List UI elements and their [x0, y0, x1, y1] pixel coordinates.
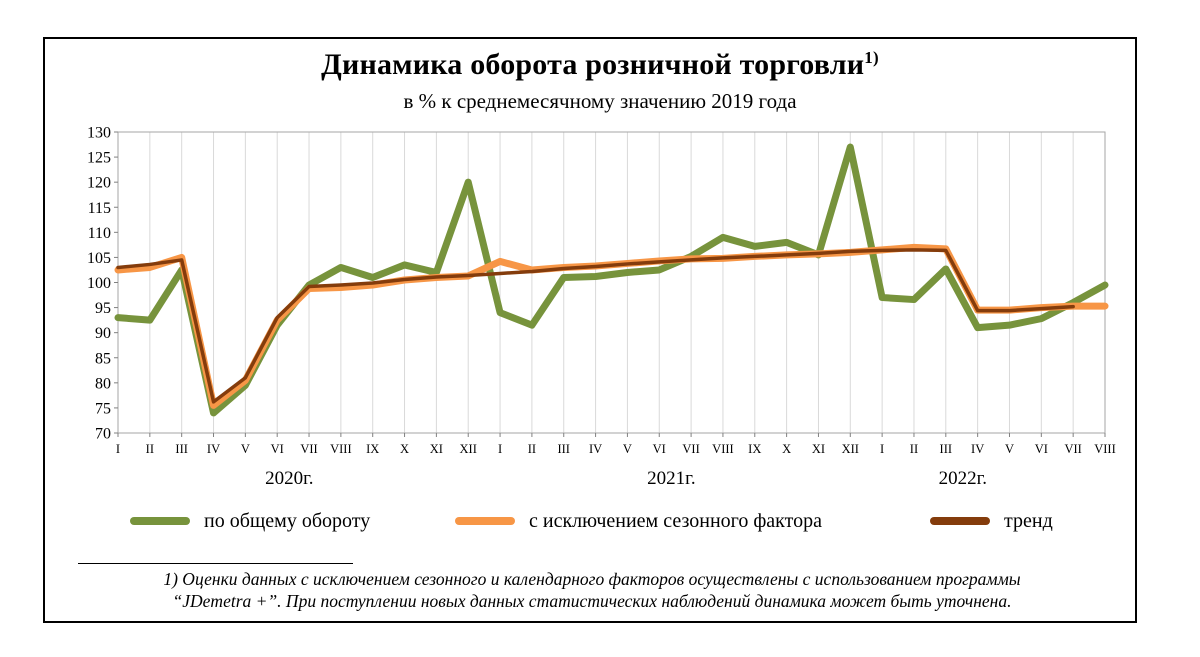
- x-tick-label: V: [241, 442, 250, 456]
- y-tick-label: 105: [87, 250, 111, 267]
- legend-item-trend: тренд: [930, 506, 1053, 536]
- y-tick-label: 100: [87, 275, 111, 292]
- x-tick-label: XI: [812, 442, 825, 456]
- chart-title: Динамика оборота розничной торговли1): [321, 48, 879, 81]
- x-tick-label: III: [940, 442, 953, 456]
- y-tick-label: 115: [88, 200, 111, 217]
- y-tick-label: 75: [95, 400, 111, 417]
- x-tick-label: VI: [653, 442, 666, 456]
- y-tick-label: 125: [87, 150, 111, 167]
- legend-label-seasonal: с исключением сезонного фактора: [529, 509, 822, 532]
- chart-frame: [43, 37, 1137, 623]
- x-tick-label: IV: [207, 442, 220, 456]
- x-tick-label: IV: [971, 442, 984, 456]
- x-tick-label: I: [116, 442, 120, 456]
- x-tick-label: X: [400, 442, 409, 456]
- x-tick-label: I: [498, 442, 502, 456]
- y-tick-label: 85: [95, 350, 111, 367]
- y-tick-label: 120: [87, 175, 111, 192]
- x-tick-label: IV: [589, 442, 602, 456]
- year-label: 2021г.: [647, 468, 696, 489]
- legend-label-total: по общему обороту: [204, 509, 371, 532]
- x-tick-label: I: [880, 442, 884, 456]
- title-footnote-mark: 1): [864, 48, 879, 67]
- x-tick-label: X: [782, 442, 791, 456]
- x-tick-label: XII: [842, 442, 859, 456]
- y-tick-label: 90: [95, 325, 111, 342]
- x-tick-label: II: [146, 442, 154, 456]
- legend-item-seasonal: с исключением сезонного фактора: [455, 506, 822, 536]
- series-line-3: [116, 248, 1075, 404]
- year-label: 2020г.: [265, 468, 314, 489]
- x-tick-label: III: [557, 442, 570, 456]
- x-tick-label: VII: [1064, 442, 1081, 456]
- legend-swatch-seasonal: [455, 517, 515, 525]
- x-tick-label: VII: [300, 442, 317, 456]
- x-tick-label: VI: [271, 442, 284, 456]
- y-tick-label: 70: [95, 426, 111, 443]
- x-tick-label: XI: [430, 442, 443, 456]
- x-tick-label: IX: [366, 442, 379, 456]
- x-tick-label: V: [623, 442, 632, 456]
- x-tick-label: VIII: [712, 442, 734, 456]
- footnote-line-1: 1) Оценки данных с исключением сезонного…: [163, 569, 1021, 589]
- x-tick-label: V: [1005, 442, 1014, 456]
- y-tick-label: 80: [95, 375, 111, 392]
- x-tick-label: IX: [748, 442, 761, 456]
- chart-subtitle: в % к среднемесячному значению 2019 года: [403, 89, 797, 113]
- x-tick-label: VII: [682, 442, 699, 456]
- footnote-line-2: “JDemetra +”. При поступлении новых данн…: [172, 591, 1012, 611]
- x-tick-label: VIII: [330, 442, 352, 456]
- series-line-1: [114, 143, 1109, 417]
- legend-swatch-trend: [930, 517, 990, 525]
- legend-item-total: по общему обороту: [130, 506, 370, 536]
- x-tick-label: VI: [1035, 442, 1048, 456]
- x-tick-label: II: [528, 442, 536, 456]
- y-tick-label: 130: [87, 125, 111, 142]
- x-tick-label: VIII: [1094, 442, 1116, 456]
- legend-swatch-total: [130, 517, 190, 525]
- legend-label-trend: тренд: [1004, 509, 1053, 532]
- x-tick-label: III: [175, 442, 188, 456]
- year-label: 2022г.: [938, 468, 987, 489]
- footnote-rule: [78, 563, 353, 564]
- x-tick-label: II: [910, 442, 918, 456]
- y-tick-label: 110: [88, 225, 111, 242]
- footnote: 1) Оценки данных с исключением сезонного…: [62, 568, 1122, 612]
- x-tick-label: XII: [460, 442, 477, 456]
- y-tick-label: 95: [95, 300, 111, 317]
